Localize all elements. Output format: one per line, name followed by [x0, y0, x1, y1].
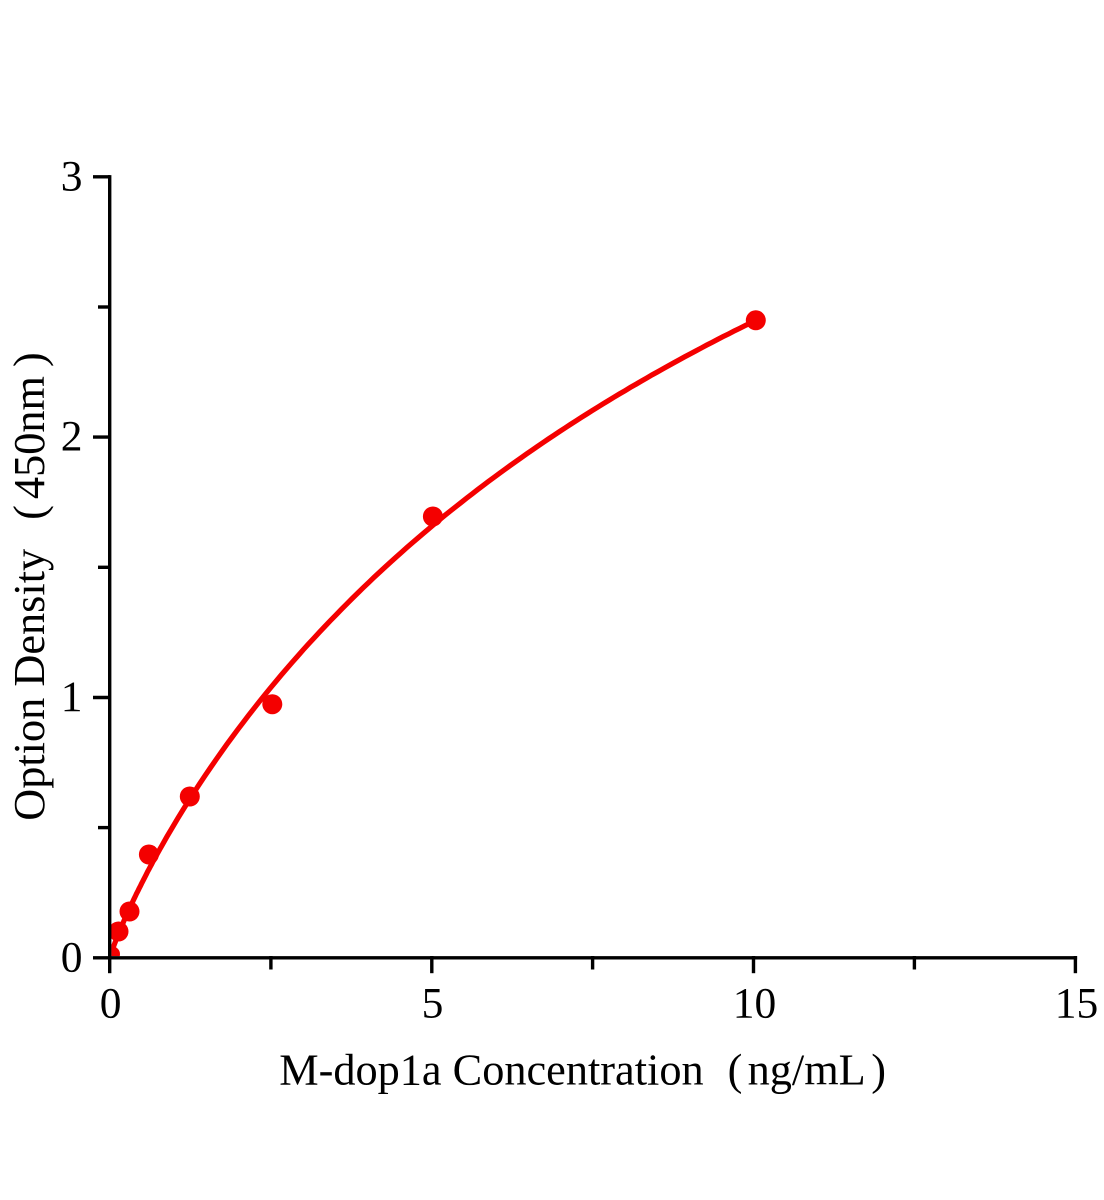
svg-text:0: 0 — [100, 980, 122, 1028]
svg-text:2: 2 — [61, 413, 83, 461]
svg-text:10: 10 — [733, 980, 777, 1028]
svg-text:15: 15 — [1055, 980, 1099, 1028]
svg-text:1: 1 — [61, 673, 83, 721]
svg-text:3: 3 — [61, 152, 83, 200]
svg-text:0: 0 — [61, 933, 83, 981]
svg-text:5: 5 — [422, 980, 444, 1028]
svg-text:M-dop1a Concentration(ng/mL): M-dop1a Concentration(ng/mL) — [279, 1045, 886, 1094]
svg-text:Option Density(450nm): Option Density(450nm) — [5, 352, 54, 821]
